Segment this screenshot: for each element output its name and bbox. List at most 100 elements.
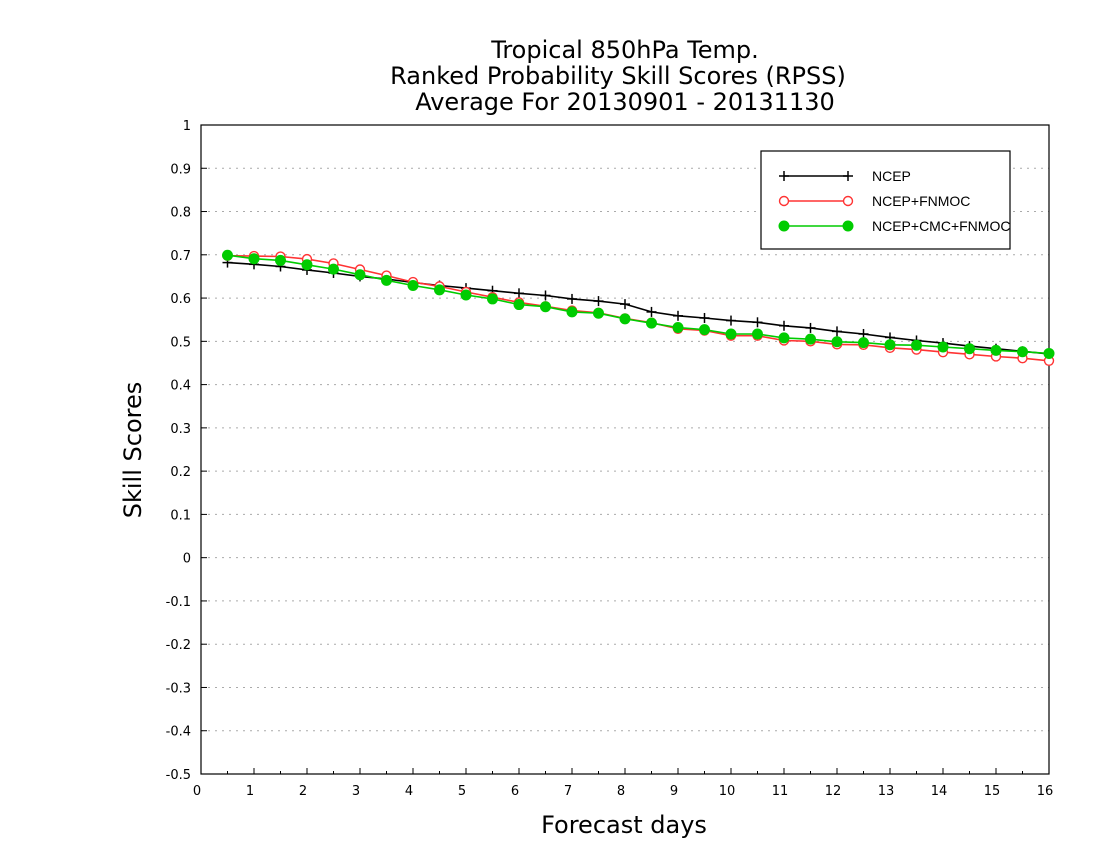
y-tick-label: 0.4 [170,379,191,394]
legend-marker [779,171,789,181]
data-point [646,306,657,317]
data-point [673,310,683,321]
y-tick-label: 0.7 [170,249,191,264]
data-point [831,336,843,348]
y-tick-label: -0.1 [166,595,191,610]
data-point [884,339,896,351]
data-point [487,293,498,305]
y-tick-label: -0.2 [166,638,191,653]
data-point [514,288,524,299]
y-tick-label: 0.9 [170,162,191,177]
data-point [805,322,816,333]
data-point [699,324,710,336]
data-point [593,307,604,319]
y-tick-label: 0.8 [170,206,191,221]
x-tick-label: 5 [458,784,466,799]
grid [201,167,1049,732]
data-point [725,328,737,340]
legend-entry: NCEP [779,168,911,184]
data-point [407,280,419,292]
x-tick-label: 4 [405,784,413,799]
x-tick-label: 9 [670,784,678,799]
chart-title: Tropical 850hPa Temp. Ranked Probability… [390,36,846,116]
x-tick-label: 15 [984,784,1001,799]
y-tick-label: -0.4 [166,725,191,740]
data-point [619,313,631,325]
data-point [301,259,313,271]
data-point [672,321,684,333]
data-point [593,296,604,307]
axis-ticks [200,124,1050,775]
series [222,249,1055,367]
data-point [752,328,763,340]
series-line [227,254,1050,355]
title-line-2: Ranked Probability Skill Scores (RPSS) [390,62,846,90]
x-tick-label: 8 [617,784,625,799]
legend-entry: NCEP+CMC+FNMOC [778,218,1010,234]
legend-label: NCEP+CMC+FNMOC [872,218,1010,234]
x-tick-label: 7 [564,784,572,799]
y-tick-label: 0.3 [170,422,191,437]
x-tick-label: 11 [772,784,789,799]
series-line [227,261,1050,355]
data-point [222,249,233,261]
legend-box [760,150,1011,250]
legend-marker [778,220,790,232]
legend-marker [843,171,853,181]
x-tick-label: 12 [825,784,842,799]
legend-marker [778,195,790,207]
x-axis-label: Forecast days [541,811,707,839]
data-point [620,299,630,310]
x-tick-label: 6 [511,784,519,799]
x-tick-label: 14 [931,784,948,799]
data-point [726,315,736,326]
y-tick-label: 0.2 [170,465,191,480]
x-tick-label: 16 [1037,784,1054,799]
data-point [911,339,922,351]
x-tick-label: 10 [719,784,736,799]
data-point [937,341,949,353]
data-point [752,317,763,328]
data-point [540,290,551,301]
x-tick-label: 0 [193,784,201,799]
legend: NCEP NCEP+FNMOC NCEP+CMC+FNMOC [760,150,1011,250]
data-point [964,343,975,355]
data-point [646,317,657,329]
data-point [540,301,551,313]
data-point [832,326,842,337]
legend-marker [842,195,854,207]
x-tick-labels: 0 1 2 3 4 5 6 7 8 9 10 11 12 13 14 15 16 [193,784,1053,799]
legend-label: NCEP+FNMOC [872,193,970,209]
data-point [1043,347,1055,359]
y-tick-label: -0.3 [166,681,191,696]
y-tick-label: 0.5 [170,335,191,350]
legend-label: NCEP [872,168,911,184]
data-point [567,293,577,304]
legend-entry: NCEP+FNMOC [778,193,970,209]
x-tick-label: 1 [246,784,254,799]
y-tick-label: 0 [183,552,191,567]
data-point [460,289,472,301]
data-point [990,344,1002,356]
data-point [381,274,392,286]
data-point [805,333,816,345]
data-point [275,254,286,266]
data-point [328,263,339,275]
data-point [858,337,869,349]
data-point [248,253,260,265]
y-tick-labels: -0.5 -0.4 -0.3 -0.2 -0.1 0 0.1 0.2 0.3 0.4 0.5 0.6 0… [166,119,191,783]
y-tick-label: 0.6 [170,292,191,307]
data-point [699,312,710,323]
legend-marker [842,220,854,232]
x-tick-label: 3 [352,784,360,799]
data-point [354,269,366,281]
data-point [434,284,445,296]
data-point [779,320,789,331]
y-tick-label: -0.5 [166,768,191,783]
y-tick-label: 0.1 [170,508,191,523]
data-point [1017,346,1028,358]
data-point [566,306,578,318]
series-2 [222,249,1055,359]
x-tick-label: 2 [299,784,307,799]
data-point [513,299,525,311]
